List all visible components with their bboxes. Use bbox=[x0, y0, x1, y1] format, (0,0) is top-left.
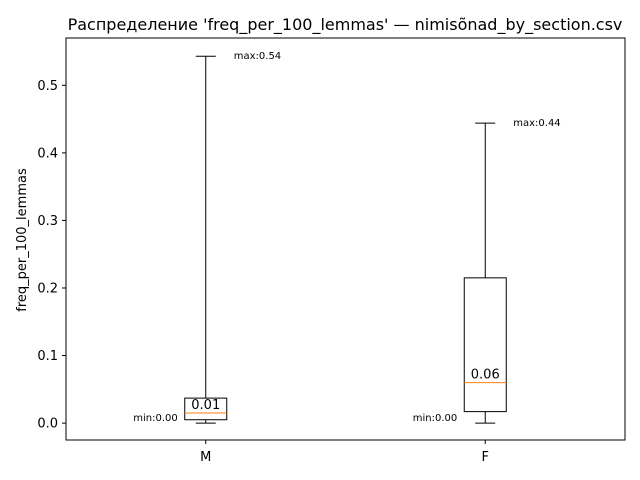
min-annotation: min:0.00 bbox=[133, 413, 178, 424]
min-annotation: min:0.00 bbox=[413, 413, 458, 424]
box-iqr bbox=[184, 397, 228, 421]
median-label: 0.01 bbox=[191, 398, 220, 413]
y-tick-label: 0.3 bbox=[37, 214, 58, 229]
box-iqr bbox=[463, 277, 507, 413]
max-annotation: max:0.54 bbox=[234, 51, 281, 62]
median-label: 0.06 bbox=[471, 368, 500, 383]
y-tick-label: 0.0 bbox=[37, 417, 58, 432]
y-tick-label: 0.1 bbox=[37, 349, 58, 364]
x-tick-label: F bbox=[482, 450, 489, 465]
y-tick-label: 0.5 bbox=[37, 79, 58, 94]
y-tick-label: 0.4 bbox=[37, 146, 58, 161]
chart-title: Распределение 'freq_per_100_lemmas' — ni… bbox=[68, 15, 623, 35]
plot-area: 0.0 0.1 0.2 0.3 0.4 0.5 M F 0.01 min:0.00 max:0.54… bbox=[37, 51, 560, 465]
x-tick-label: M bbox=[200, 450, 211, 465]
plot-frame bbox=[65, 37, 626, 441]
max-annotation: max:0.44 bbox=[513, 118, 560, 129]
y-axis-label: freq_per_100_lemmas bbox=[15, 168, 30, 312]
y-tick-label: 0.2 bbox=[37, 281, 58, 296]
